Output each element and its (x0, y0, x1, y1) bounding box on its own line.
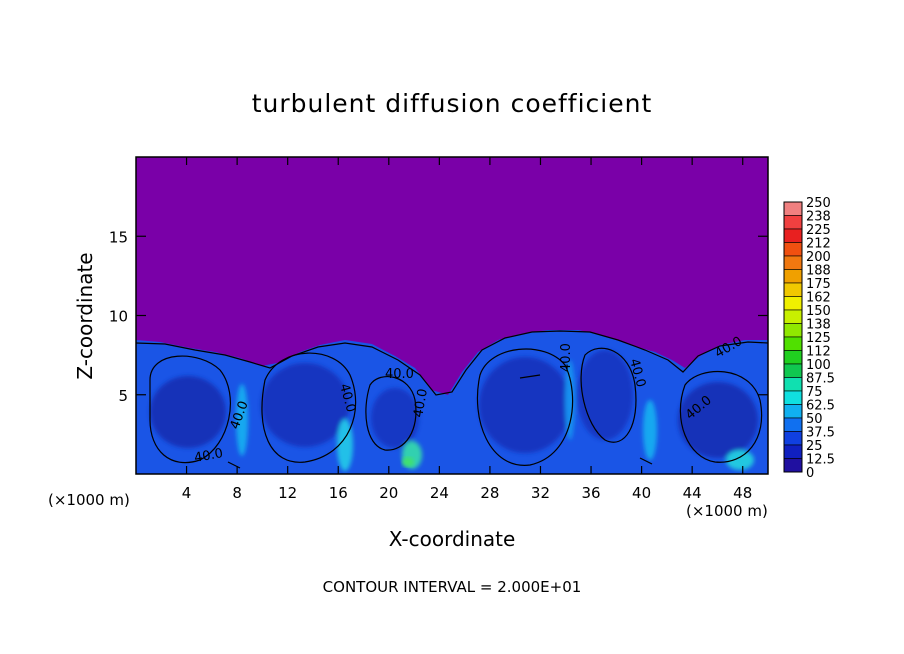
contour-interval-note: CONTOUR INTERVAL = 2.000E+01 (323, 578, 582, 596)
colorbar-label: 150 (806, 304, 831, 319)
vortex-core (261, 363, 349, 447)
vortex-core (678, 382, 758, 458)
contour-lines (136, 330, 768, 469)
colorbar-label: 200 (806, 250, 831, 265)
colorbar-swatch (783, 390, 803, 405)
vortex-core (577, 350, 633, 440)
colorbar-label: 125 (806, 331, 831, 346)
x-tick-label: 32 (531, 484, 550, 502)
colorbar-swatch (783, 269, 803, 284)
colorbar-label: 188 (806, 264, 831, 279)
colorbar-label: 225 (806, 223, 831, 238)
y-tick-label: 5 (118, 387, 128, 405)
x-tick-label: 28 (480, 484, 499, 502)
colorbar: 2502382252122001881751621501381251121008… (783, 196, 835, 481)
colorbar-swatch (783, 350, 803, 365)
colorbar-label: 138 (806, 318, 831, 333)
x-tick-label: 20 (379, 484, 398, 502)
colorbar-label: 112 (806, 345, 831, 360)
colorbar-swatch (783, 228, 803, 243)
colorbar-frame (783, 201, 803, 473)
x-unit-right: (×1000 m) (686, 502, 768, 520)
x-tick-label: 16 (329, 484, 348, 502)
colorbar-label: 100 (806, 358, 831, 373)
x-tick-label: 24 (430, 484, 449, 502)
cyan-streak (643, 400, 657, 460)
contour-label: 40.0 (559, 343, 574, 372)
colorbar-swatch (783, 296, 803, 311)
contour-label: 40.0 (411, 388, 431, 419)
vortex-core (150, 376, 226, 448)
colorbar-swatch (783, 458, 803, 473)
x-tick-label: 36 (581, 484, 600, 502)
y-axis-label: Z-coordinate (73, 252, 97, 379)
colorbar-swatch (783, 431, 803, 446)
x-tick-label: 12 (278, 484, 297, 502)
colorbar-swatch (783, 444, 803, 459)
y-tick-label: 10 (109, 308, 128, 326)
colorbar-swatch (783, 201, 803, 216)
x-unit-left: (×1000 m) (48, 491, 130, 509)
y-axis: 5 10 15 (109, 228, 768, 405)
colorbar-label: 12.5 (806, 453, 835, 468)
colorbar-label: 75 (806, 385, 823, 400)
cyan-streak (726, 450, 754, 470)
x-tick-label: 4 (182, 484, 192, 502)
cyan-streak (565, 360, 575, 440)
contour-label: 40.0 (626, 357, 648, 389)
colorbar-swatch (783, 336, 803, 351)
x-tick-label: 48 (733, 484, 752, 502)
plot-area: 40.040.040.040.040.040.0 40.040.040.0 (136, 157, 768, 474)
colorbar-swatch (783, 242, 803, 257)
colorbar-label: 50 (806, 412, 823, 427)
vortex-core (371, 388, 419, 448)
colorbar-label: 162 (806, 291, 831, 306)
x-axis-label: X-coordinate (389, 527, 516, 551)
colorbar-swatch (783, 282, 803, 297)
colorbar-swatch (783, 215, 803, 230)
x-tick-label: 44 (683, 484, 702, 502)
colorbar-label: 212 (806, 237, 831, 252)
contour-label: 40.0 (193, 446, 224, 466)
colorbar-label: 62.5 (806, 399, 835, 414)
colorbar-swatch (783, 417, 803, 432)
colorbar-label: 0 (806, 466, 814, 481)
chart-title: turbulent diffusion coefficient (252, 89, 653, 118)
vortex-core (479, 357, 571, 453)
colorbar-swatch (783, 309, 803, 324)
colorbar-swatch (783, 363, 803, 378)
colorbar-swatch (783, 377, 803, 392)
colorbar-swatch (783, 255, 803, 270)
contour-label: 40.0 (385, 367, 414, 382)
colorbar-swatch (783, 323, 803, 338)
x-axis: 4 8 12 16 20 24 28 32 36 40 44 48 (182, 157, 752, 502)
colorbar-label: 25 (806, 439, 823, 454)
x-tick-label: 40 (632, 484, 651, 502)
colorbar-label: 238 (806, 210, 831, 225)
green-spot (402, 457, 414, 467)
contour-label: 40.0 (336, 382, 358, 414)
colorbar-label: 175 (806, 277, 831, 292)
colorbar-label: 87.5 (806, 372, 835, 387)
colorbar-label: 250 (806, 196, 831, 211)
x-tick-label: 8 (232, 484, 242, 502)
colorbar-swatch (783, 404, 803, 419)
cyan-streak (236, 384, 248, 456)
colorbar-label: 37.5 (806, 426, 835, 441)
y-tick-label: 15 (109, 228, 128, 246)
